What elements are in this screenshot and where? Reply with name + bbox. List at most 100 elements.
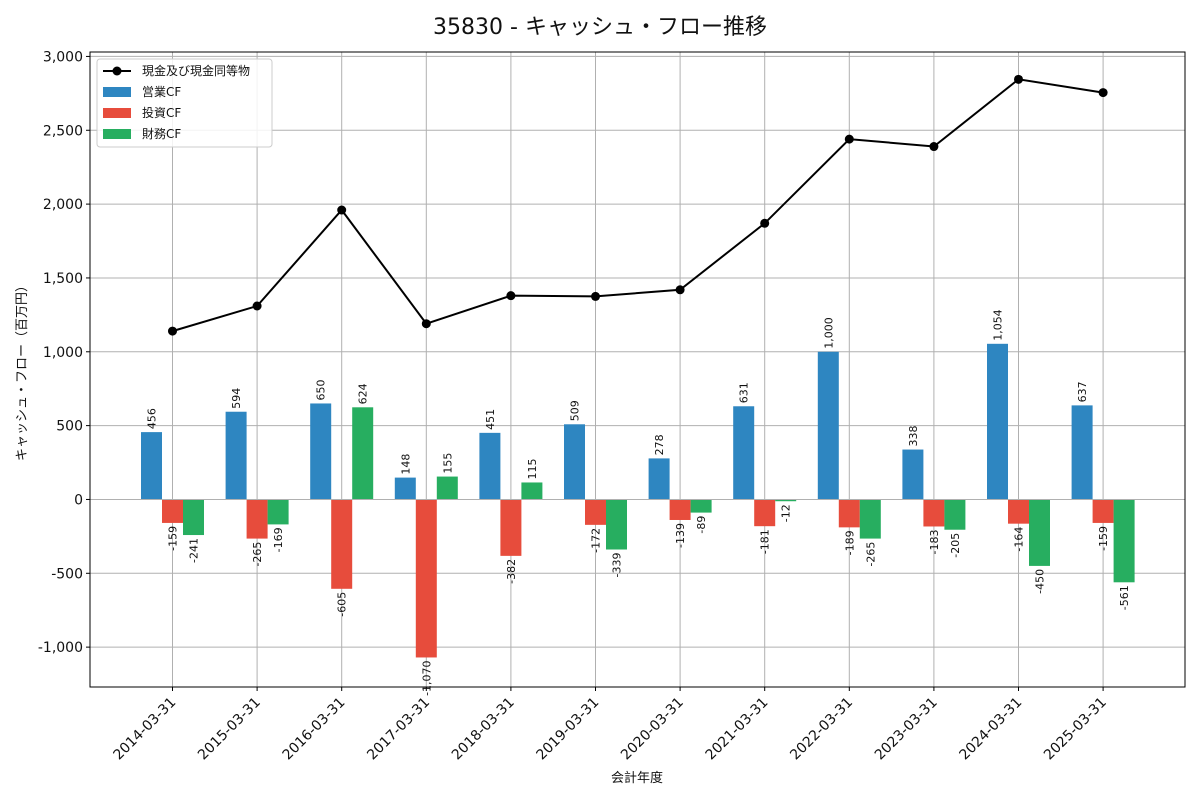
bar-財務CF bbox=[1113, 499, 1135, 583]
bar-営業CF bbox=[733, 406, 755, 500]
bar-営業CF bbox=[987, 343, 1008, 500]
bar-投資CF bbox=[754, 499, 776, 527]
y-axis-label: キャッシュ・フロー（百万円） bbox=[15, 279, 30, 461]
bar-data-label: -89 bbox=[695, 516, 708, 534]
bar-営業CF bbox=[225, 411, 247, 500]
bar-data-label: -169 bbox=[272, 527, 285, 552]
x-tick-label: 2025-03-31 bbox=[1041, 695, 1110, 764]
bar-財務CF bbox=[606, 499, 627, 550]
plot-frame bbox=[89, 51, 1186, 688]
bar-財務CF bbox=[859, 499, 881, 539]
cash-point bbox=[929, 142, 939, 152]
bar-営業CF bbox=[310, 403, 332, 500]
bar-data-label: 115 bbox=[526, 458, 539, 479]
x-tick-label: 2018-03-31 bbox=[449, 695, 518, 764]
bar-投資CF bbox=[585, 499, 606, 525]
bar-営業CF bbox=[648, 458, 670, 500]
y-tick-label: 0 bbox=[74, 492, 83, 508]
cash-point bbox=[506, 291, 516, 301]
bar-data-label: -450 bbox=[1034, 569, 1047, 594]
bar-data-label: -339 bbox=[611, 553, 624, 578]
bar-data-label: -265 bbox=[251, 542, 264, 567]
cash-point bbox=[1098, 88, 1108, 98]
y-tick-label: -1,000 bbox=[38, 640, 83, 656]
legend-swatch bbox=[103, 87, 131, 97]
x-tick-label: 2021-03-31 bbox=[703, 695, 772, 764]
cash-point bbox=[844, 134, 854, 144]
bar-財務CF bbox=[690, 499, 712, 513]
bar-営業CF bbox=[817, 351, 839, 500]
x-tick-label: 2020-03-31 bbox=[618, 695, 687, 764]
plot-area: -1,000 -500 0 500 1,000 1,500 2,000 2,500 3,000 2… bbox=[38, 49, 1185, 763]
bar-data-label: -205 bbox=[949, 533, 962, 558]
bar-投資CF bbox=[923, 499, 945, 527]
y-tick-label: 500 bbox=[56, 419, 83, 435]
cash-line bbox=[172, 78, 1104, 333]
bar-投資CF bbox=[162, 499, 183, 523]
legend-box bbox=[96, 58, 273, 148]
bar-data-label: 650 bbox=[315, 379, 328, 400]
bar-data-label: 637 bbox=[1076, 381, 1089, 402]
bar-営業CF bbox=[1071, 405, 1093, 500]
cash-point bbox=[337, 205, 347, 215]
y-tick-label: 2,000 bbox=[43, 197, 83, 213]
bar-data-label: 594 bbox=[230, 388, 243, 409]
bar-data-label: 148 bbox=[399, 454, 412, 475]
legend-swatch bbox=[103, 108, 131, 118]
legend-label: 財務CF bbox=[142, 126, 181, 141]
y-tick-label: 1,500 bbox=[43, 271, 83, 287]
bar-data-label: -164 bbox=[1013, 527, 1026, 552]
x-tick-label: 2019-03-31 bbox=[533, 695, 602, 764]
bar-投資CF bbox=[669, 499, 691, 520]
bar-data-label: 631 bbox=[738, 382, 751, 403]
legend-swatch bbox=[103, 129, 131, 139]
cash-point bbox=[421, 319, 431, 329]
bar-data-label: -605 bbox=[336, 592, 349, 617]
bar-投資CF bbox=[331, 499, 353, 589]
bar-data-label: 624 bbox=[357, 383, 370, 404]
bar-営業CF bbox=[902, 449, 924, 500]
legend-label: 投資CF bbox=[142, 105, 181, 120]
bar-財務CF bbox=[944, 499, 966, 530]
bar-data-label: 509 bbox=[569, 400, 582, 421]
cash-point bbox=[591, 291, 600, 301]
bar-投資CF bbox=[415, 499, 437, 658]
bar-投資CF bbox=[246, 499, 268, 539]
bar-data-label: -1,070 bbox=[420, 660, 433, 695]
bar-営業CF bbox=[141, 432, 162, 500]
bar-投資CF bbox=[838, 499, 860, 528]
bar-data-label: -265 bbox=[864, 542, 877, 567]
bar-財務CF bbox=[267, 499, 289, 525]
legend-marker bbox=[112, 66, 122, 76]
x-tick-label: 2023-03-31 bbox=[872, 695, 941, 764]
bar-data-label: -159 bbox=[167, 526, 180, 551]
y-tick-label: -500 bbox=[51, 566, 83, 582]
bar-財務CF bbox=[521, 482, 543, 500]
legend-label: 営業CF bbox=[142, 85, 181, 99]
bar-財務CF bbox=[775, 499, 797, 502]
bar-data-label: 278 bbox=[653, 434, 666, 455]
cash-point bbox=[675, 285, 685, 295]
bar-data-label: 1,000 bbox=[822, 317, 835, 349]
cash-point bbox=[760, 218, 770, 228]
cash-point bbox=[252, 301, 262, 311]
x-tick-label: 2015-03-31 bbox=[195, 695, 264, 764]
bar-data-label: 338 bbox=[907, 426, 920, 447]
bar-投資CF bbox=[1008, 499, 1029, 524]
bar-data-label: -382 bbox=[505, 559, 518, 584]
x-axis-label: 会計年度 bbox=[611, 770, 663, 786]
y-tick-label: 2,500 bbox=[43, 123, 83, 139]
bar-data-label: 155 bbox=[441, 453, 454, 474]
y-tick-label: 3,000 bbox=[43, 49, 83, 65]
bar-data-label: -181 bbox=[759, 529, 772, 554]
bar-data-label: 456 bbox=[146, 408, 159, 429]
bar-data-label: -241 bbox=[188, 538, 201, 563]
x-tick-label: 2024-03-31 bbox=[956, 695, 1025, 764]
bar-data-label: -139 bbox=[674, 523, 687, 548]
bar-投資CF bbox=[1092, 499, 1114, 523]
y-tick-label: 1,000 bbox=[43, 345, 83, 361]
bar-財務CF bbox=[183, 499, 204, 536]
bar-data-label: -183 bbox=[928, 529, 941, 554]
